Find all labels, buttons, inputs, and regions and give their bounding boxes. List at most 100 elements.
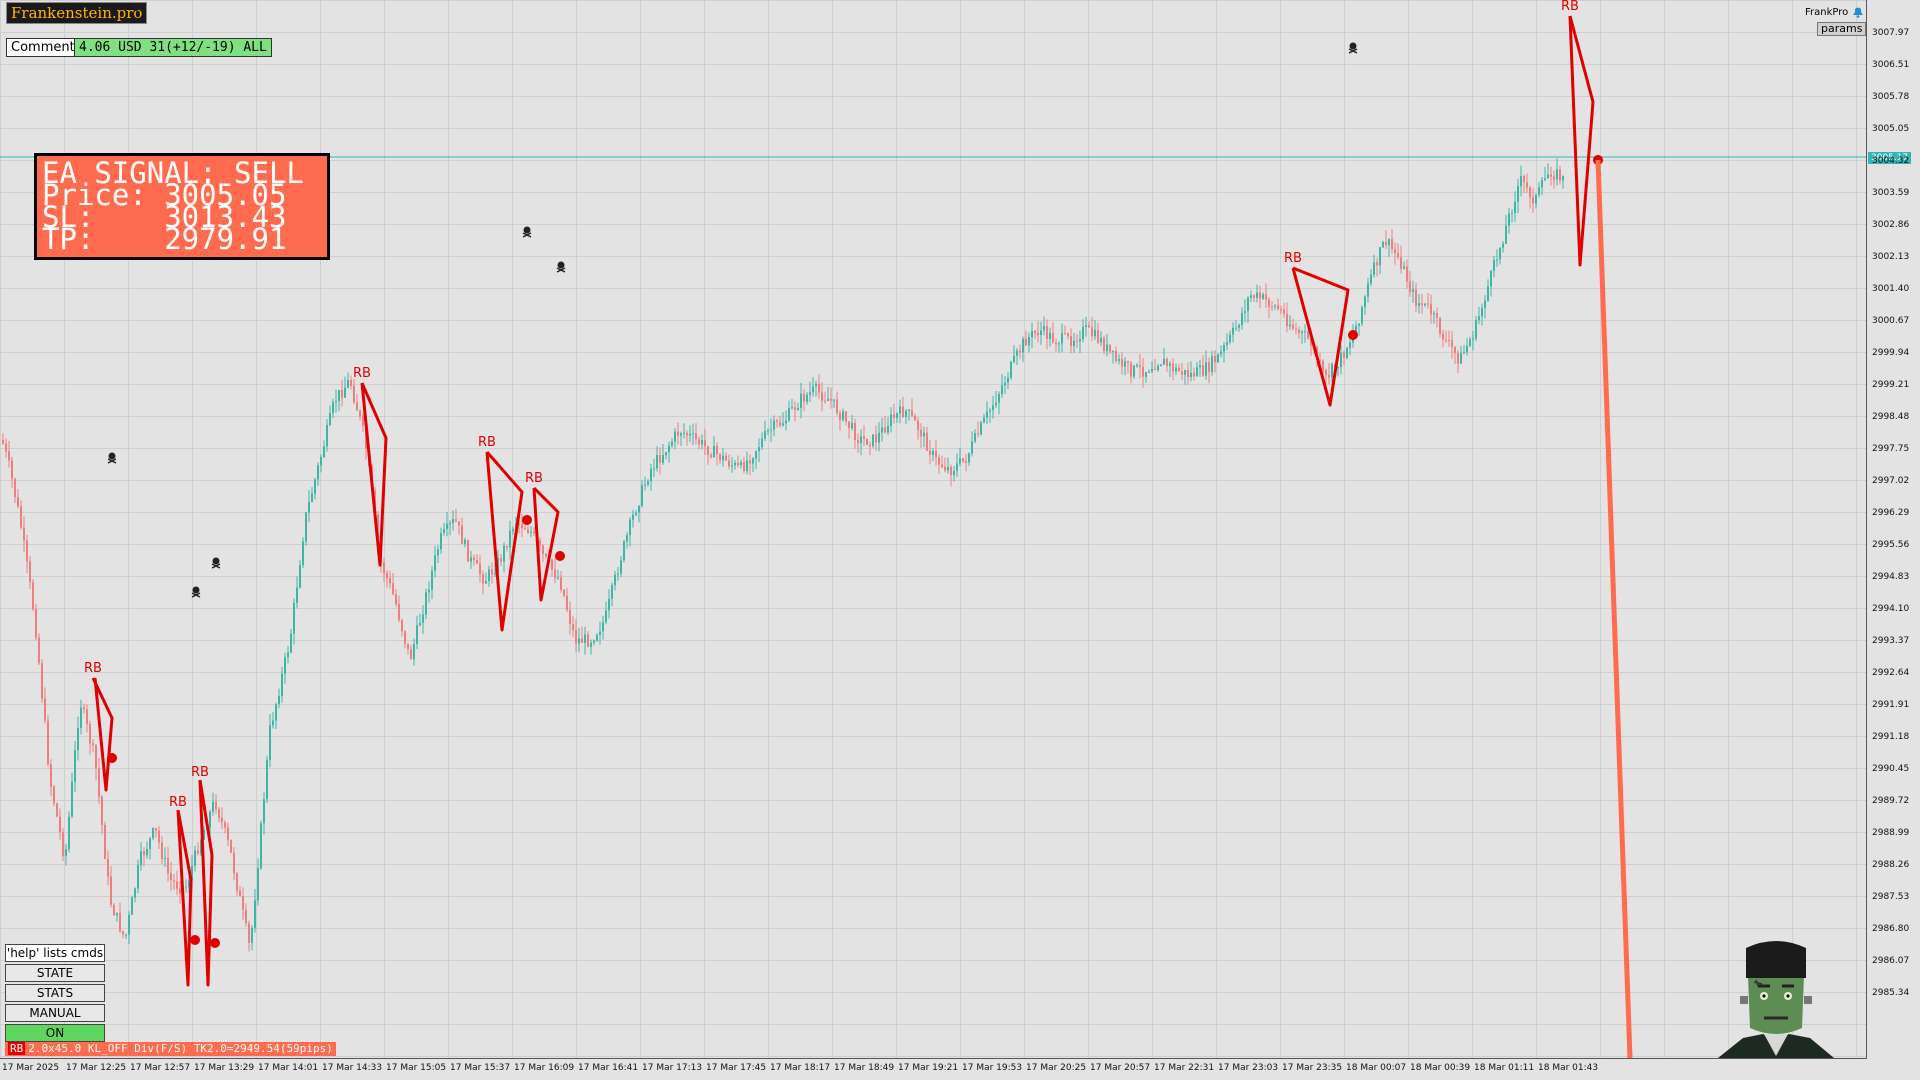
- bell-icon[interactable]: [1851, 6, 1865, 18]
- candle-body: [1139, 365, 1141, 367]
- candle-body: [620, 560, 622, 574]
- candle-body: [878, 432, 880, 443]
- candle-body: [698, 439, 700, 445]
- candle-body: [1553, 176, 1555, 180]
- skull-icon: [211, 557, 221, 569]
- candle-body: [1109, 344, 1111, 352]
- on-button[interactable]: ON: [5, 1024, 105, 1042]
- candle-body: [614, 574, 616, 586]
- candle-body: [845, 411, 847, 422]
- candle-body: [1007, 377, 1009, 383]
- candle-body: [299, 565, 301, 588]
- candle-body: [821, 392, 823, 401]
- candle-body: [341, 390, 343, 398]
- candle-body: [41, 663, 43, 699]
- price-tick-label: 2985.34: [1872, 988, 1910, 998]
- candle-body: [164, 858, 166, 860]
- candle-body: [785, 420, 787, 424]
- pattern-label: RB: [1284, 251, 1302, 266]
- candle-body: [59, 816, 61, 833]
- manual-button[interactable]: MANUAL: [5, 1004, 105, 1022]
- current-price-label: 3005.17: [1868, 152, 1912, 164]
- candle-body: [551, 559, 553, 570]
- candle-body: [692, 433, 694, 435]
- candle-body: [332, 402, 334, 414]
- candle-body: [1166, 358, 1168, 366]
- candle-body: [590, 642, 592, 647]
- candle-body: [1154, 369, 1156, 371]
- candle-body: [1421, 303, 1423, 306]
- candle-body: [413, 643, 415, 660]
- candle-body: [425, 592, 427, 615]
- time-tick-label: 17 Mar 23:35: [1282, 1063, 1343, 1073]
- candle-body: [935, 451, 937, 458]
- sell-marker-icon: [107, 753, 117, 763]
- candle-body: [560, 577, 562, 590]
- candle-body: [677, 431, 679, 436]
- stats-button[interactable]: STATS: [5, 984, 105, 1002]
- candle-body: [911, 409, 913, 416]
- pattern-label: RB: [525, 471, 543, 486]
- candle-body: [506, 545, 508, 548]
- params-button[interactable]: params: [1817, 22, 1867, 36]
- candle-body: [1328, 374, 1330, 378]
- candle-body: [734, 462, 736, 466]
- candle-body: [1235, 327, 1237, 329]
- candle-body: [719, 454, 721, 461]
- candle-body: [2, 440, 4, 444]
- price-tick-label: 3001.40: [1872, 284, 1910, 294]
- candle-body: [1199, 365, 1201, 368]
- candle-body: [917, 420, 919, 430]
- candle-body: [1076, 340, 1078, 342]
- time-tick-label: 17 Mar 15:05: [386, 1063, 447, 1073]
- symbol-label: Oz: [132, 3, 146, 14]
- candle-body: [1136, 365, 1138, 367]
- candle-body: [680, 433, 682, 436]
- candle-body: [1253, 295, 1255, 298]
- candle-body: [1112, 350, 1114, 352]
- candle-body: [308, 501, 310, 513]
- skull-icon: [522, 226, 532, 238]
- price-tick-label: 2997.02: [1872, 476, 1910, 486]
- price-chart[interactable]: RB RB RB RB RB RB RB RB: [0, 0, 1866, 1058]
- pattern-label: RB: [84, 661, 102, 676]
- candle-body: [746, 460, 748, 472]
- candle-body: [491, 569, 493, 575]
- candle-body: [356, 402, 358, 411]
- candle-body: [995, 402, 997, 406]
- candle-body: [941, 464, 943, 467]
- comment-label: Comment: [6, 38, 80, 57]
- candle-body: [80, 707, 82, 728]
- candle-body: [122, 931, 124, 935]
- candle-body: [458, 521, 460, 526]
- candle-body: [1430, 304, 1432, 315]
- candle-body: [755, 451, 757, 459]
- candle-body: [530, 531, 532, 533]
- candle-body: [752, 458, 754, 464]
- candle-body: [179, 888, 181, 894]
- candle-body: [1355, 325, 1357, 334]
- candle-body: [113, 904, 115, 916]
- candle-body: [608, 598, 610, 611]
- state-button[interactable]: STATE: [5, 964, 105, 982]
- candle-body: [398, 603, 400, 620]
- candle-body: [1178, 367, 1180, 372]
- candle-body: [1277, 305, 1279, 309]
- candle-body: [1460, 353, 1462, 364]
- candle-body: [74, 750, 76, 782]
- candle-body: [569, 609, 571, 625]
- candle-body: [818, 383, 820, 393]
- candle-body: [56, 803, 58, 817]
- candle-body: [1127, 361, 1129, 363]
- price-tick-label: 2990.45: [1872, 764, 1910, 774]
- pattern-zigzag: [198, 779, 214, 987]
- candle-body: [1439, 317, 1441, 334]
- candle-body: [185, 887, 187, 889]
- candle-body: [1184, 370, 1186, 375]
- candle-body: [539, 540, 541, 546]
- pattern-label: RB: [169, 795, 187, 810]
- candle-body: [1259, 292, 1261, 299]
- candle-body: [1223, 345, 1225, 352]
- price-tick-label: 2998.48: [1872, 412, 1910, 422]
- candle-body: [77, 727, 79, 751]
